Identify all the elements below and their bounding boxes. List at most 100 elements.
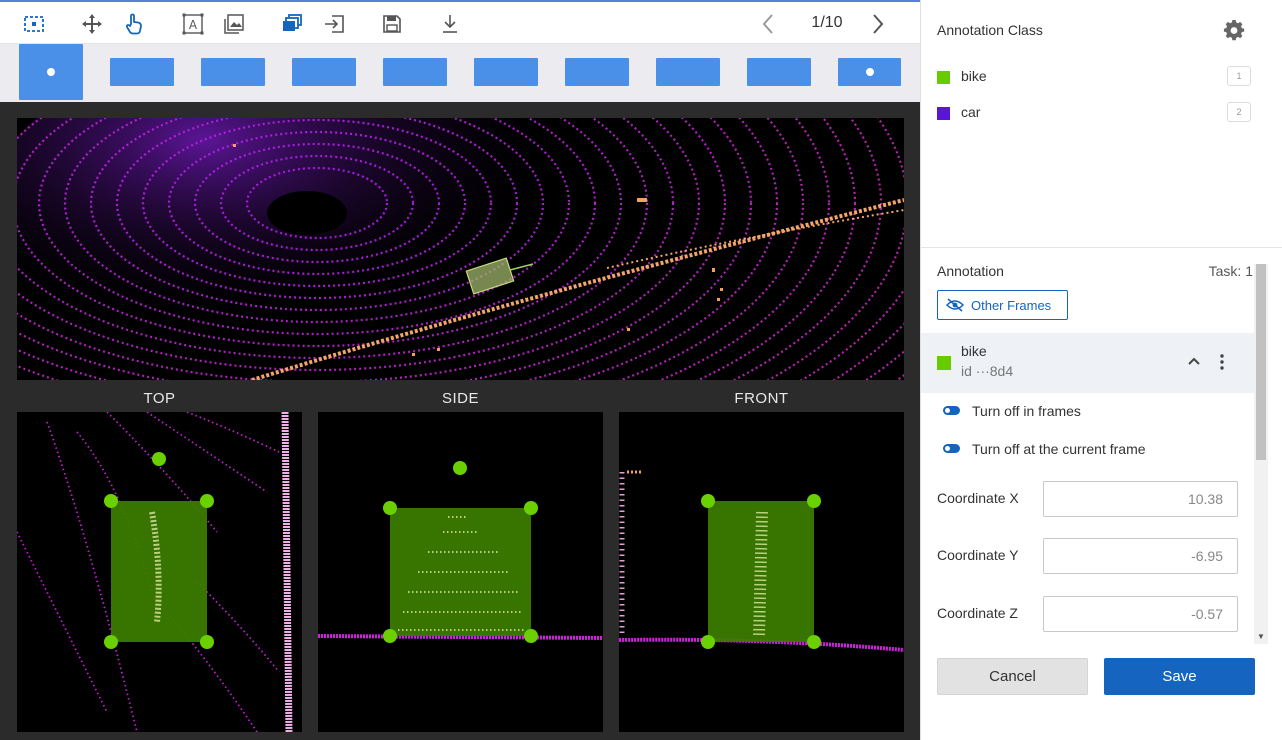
point-cloud-canvas [17,118,904,380]
bike-box-top[interactable] [111,501,207,642]
annotation-class-section: Annotation Class bike 1 car 2 [921,0,1282,248]
download-icon [443,15,457,33]
eye-off-icon [946,298,964,312]
gear-icon [1223,20,1245,41]
image-tool[interactable] [221,11,247,37]
coordinate-x-label: Coordinate X [937,490,1019,506]
annotation-class-title: Annotation Class [937,22,1043,38]
hotkey-badge: 2 [1227,102,1251,122]
other-frames-label: Other Frames [971,297,1052,313]
editor-area: A 1/10 [0,0,920,740]
resize-handle[interactable] [807,635,821,649]
settings-button[interactable] [1223,20,1245,42]
frame-cell[interactable] [747,58,811,86]
frame-cell[interactable] [656,58,720,86]
image-icon [224,14,244,34]
top-view[interactable] [17,412,302,732]
pan-hand-tool[interactable] [121,11,147,37]
lidar-ring [695,118,856,380]
hotkey-badge: 1 [1227,66,1251,86]
toggle-label: Turn off at the current frame [972,441,1146,457]
toggle-switch[interactable] [943,444,960,453]
perspective-view[interactable] [17,118,904,380]
resize-handle[interactable] [200,635,214,649]
lidar-ring [657,118,830,380]
resize-handle[interactable] [524,501,538,515]
next-frame-button[interactable] [866,11,890,37]
import-tool[interactable] [321,11,347,37]
select-box-tool[interactable] [21,11,47,37]
scroll-down-arrow-icon[interactable]: ▼ [1257,632,1265,641]
lidar-ring [17,118,726,380]
frame-cell[interactable] [838,58,901,86]
other-frames-button[interactable]: Other Frames [937,290,1068,320]
lidar-ring [245,166,389,240]
bike-box-side[interactable] [390,508,531,636]
copy-frames-icon [283,14,302,31]
coordinate-y-input[interactable] [1043,538,1238,574]
class-color-swatch [937,71,950,84]
coordinate-x-input[interactable] [1043,481,1238,517]
frame-cell[interactable] [383,58,447,86]
lidar-ring [89,118,545,312]
frame-counter: 1/10 [811,14,843,31]
text-box-tool[interactable]: A [180,11,206,37]
chevron-right-icon [873,14,884,34]
download-tool[interactable] [437,11,463,37]
turn-off-current-frame-toggle[interactable]: Turn off at the current frame [941,438,1241,460]
rotate-handle[interactable] [453,461,467,475]
resize-handle[interactable] [701,494,715,508]
keyframe-dot [47,68,55,76]
keyframe-dot [865,68,874,76]
frame-cell[interactable] [474,58,538,86]
class-item-bike[interactable]: bike 1 [937,65,1251,89]
top-view-label: TOP [143,390,176,407]
save-tool[interactable] [379,11,405,37]
toggle-switch[interactable] [943,406,960,415]
frame-cell[interactable] [292,58,356,86]
cancel-button[interactable]: Cancel [937,658,1088,695]
front-view-canvas [619,412,904,732]
resize-handle[interactable] [383,629,397,643]
panel-scrollbar[interactable]: ▼ [1254,264,1268,644]
save-button[interactable]: Save [1104,658,1255,695]
scrollbar-thumb[interactable] [1256,264,1266,460]
annotation-title: Annotation [937,263,1004,279]
frame-cell[interactable] [565,58,629,86]
frame-cell[interactable] [110,58,174,86]
front-view[interactable] [619,412,904,732]
copy-frames-tool[interactable] [279,11,305,37]
resize-handle[interactable] [701,635,715,649]
resize-handle[interactable] [104,494,118,508]
lidar-ring [618,118,804,380]
lidar-ring [167,130,467,276]
frame-timeline [0,44,920,102]
hand-pointer-icon [125,13,142,35]
resize-handle[interactable] [200,494,214,508]
lidar-ring [17,118,700,380]
save-disk-icon [383,15,401,33]
collapse-button[interactable] [1185,353,1203,371]
resize-handle[interactable] [383,501,397,515]
lidar-ring [17,118,623,348]
prev-frame-button[interactable] [756,11,780,37]
resize-handle[interactable] [807,494,821,508]
object-id: id ···8d4 [961,363,1014,379]
frame-cell[interactable] [201,58,265,86]
side-view-canvas [318,412,603,732]
task-label: Task: 1 [1208,263,1253,279]
chevron-up-icon [1188,357,1200,365]
move-tool[interactable] [79,11,105,37]
turn-off-in-frames-toggle[interactable]: Turn off in frames [941,400,1241,422]
annotation-object-row[interactable]: bike id ···8d4 [921,333,1254,393]
side-view[interactable] [318,412,603,732]
resize-handle[interactable] [524,629,538,643]
lidar-ring [115,118,519,300]
resize-handle[interactable] [104,635,118,649]
rotate-handle[interactable] [152,452,166,466]
more-options-button[interactable] [1214,353,1230,371]
coordinate-z-input[interactable] [1043,596,1238,632]
frame-cell[interactable] [19,44,83,100]
class-item-car[interactable]: car 2 [937,101,1251,125]
